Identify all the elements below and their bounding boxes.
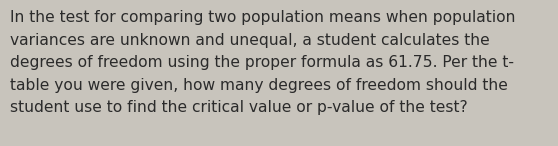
Text: In the test for comparing two population means when population
variances are unk: In the test for comparing two population… bbox=[10, 10, 516, 115]
